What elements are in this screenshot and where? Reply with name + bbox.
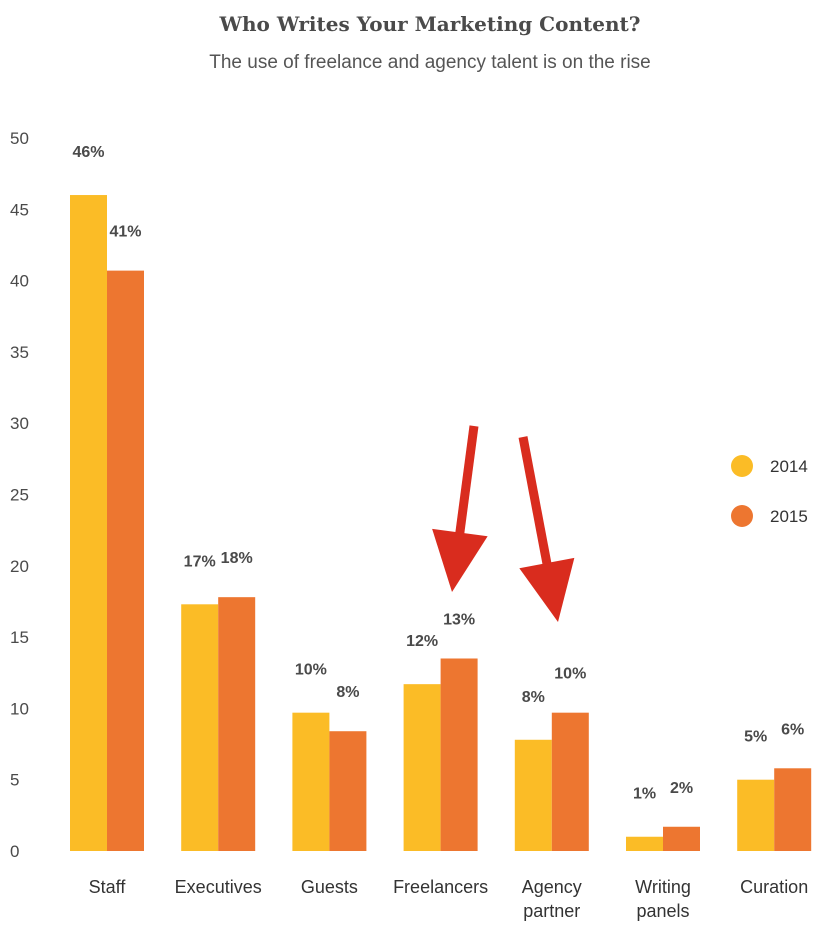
data-label: 18%	[221, 550, 253, 567]
bar-2015	[663, 826, 700, 851]
y-tick-label: 20	[10, 557, 29, 576]
bars	[70, 195, 812, 852]
x-tick-label: Agency	[522, 877, 582, 897]
data-label: 12%	[406, 633, 438, 650]
bar-2014	[70, 195, 107, 852]
y-tick-label: 50	[10, 129, 29, 148]
bar-2014	[181, 604, 219, 851]
x-tick-label: Staff	[89, 877, 127, 897]
data-labels: 46% 41% 17% 18% 10% 8% 12% 13% 8% 10% 1% 2% 5% 6%	[72, 144, 804, 803]
data-label: 8%	[336, 684, 359, 701]
chart-subtitle: The use of freelance and agency talent i…	[209, 52, 651, 73]
data-label: 10%	[554, 666, 586, 683]
bar-2015	[440, 658, 478, 851]
data-label: 46%	[72, 144, 104, 161]
x-tick-label: Guests	[301, 877, 358, 897]
legend-swatch-2015	[731, 505, 753, 527]
data-label: 8%	[522, 689, 545, 706]
data-label: 1%	[633, 786, 656, 803]
bar-2015	[551, 712, 589, 851]
y-axis: 0 5 10 15 20 25 30 35 40 45 50	[10, 129, 29, 861]
y-tick-label: 10	[10, 699, 29, 718]
x-tick-label: Curation	[740, 877, 808, 897]
x-tick-label: Writing	[635, 877, 691, 897]
legend-label: 2014	[770, 457, 808, 476]
x-tick-label: Executives	[175, 877, 262, 897]
legend-label: 2015	[770, 507, 808, 526]
data-label: 41%	[109, 224, 141, 241]
y-tick-label: 5	[10, 771, 19, 790]
bar-2014	[737, 779, 775, 851]
bar-2015	[774, 768, 812, 851]
x-tick-label: partner	[523, 901, 580, 921]
y-tick-label: 30	[10, 414, 29, 433]
data-label: 5%	[744, 729, 767, 746]
annotations	[432, 425, 575, 622]
y-tick-label: 25	[10, 486, 29, 505]
bar-2015	[329, 731, 367, 851]
chart-title: Who Writes Your Marketing Content?	[219, 12, 641, 36]
red-arrow	[432, 425, 488, 592]
data-label: 10%	[295, 662, 327, 679]
y-tick-label: 45	[10, 200, 29, 219]
legend-swatch-2014	[731, 455, 753, 477]
data-label: 2%	[670, 780, 693, 797]
bar-2014	[292, 712, 330, 851]
legend: 2014 2015	[731, 455, 808, 527]
x-tick-label: Freelancers	[393, 877, 488, 897]
y-tick-label: 0	[10, 842, 19, 861]
bar-2014	[403, 684, 441, 851]
x-axis: Staff Executives Guests Freelancers Agency pa…	[89, 877, 809, 921]
y-tick-label: 15	[10, 628, 29, 647]
data-label: 6%	[781, 721, 804, 738]
bar-2014	[514, 739, 552, 851]
data-label: 17%	[184, 553, 216, 570]
x-tick-label: panels	[636, 901, 689, 921]
bar-2014	[626, 836, 663, 851]
y-tick-label: 35	[10, 343, 29, 362]
data-label: 13%	[443, 611, 475, 628]
bar-2015	[107, 270, 144, 851]
red-arrow	[518, 436, 575, 622]
y-tick-label: 40	[10, 272, 29, 291]
bar-2015	[218, 597, 256, 851]
